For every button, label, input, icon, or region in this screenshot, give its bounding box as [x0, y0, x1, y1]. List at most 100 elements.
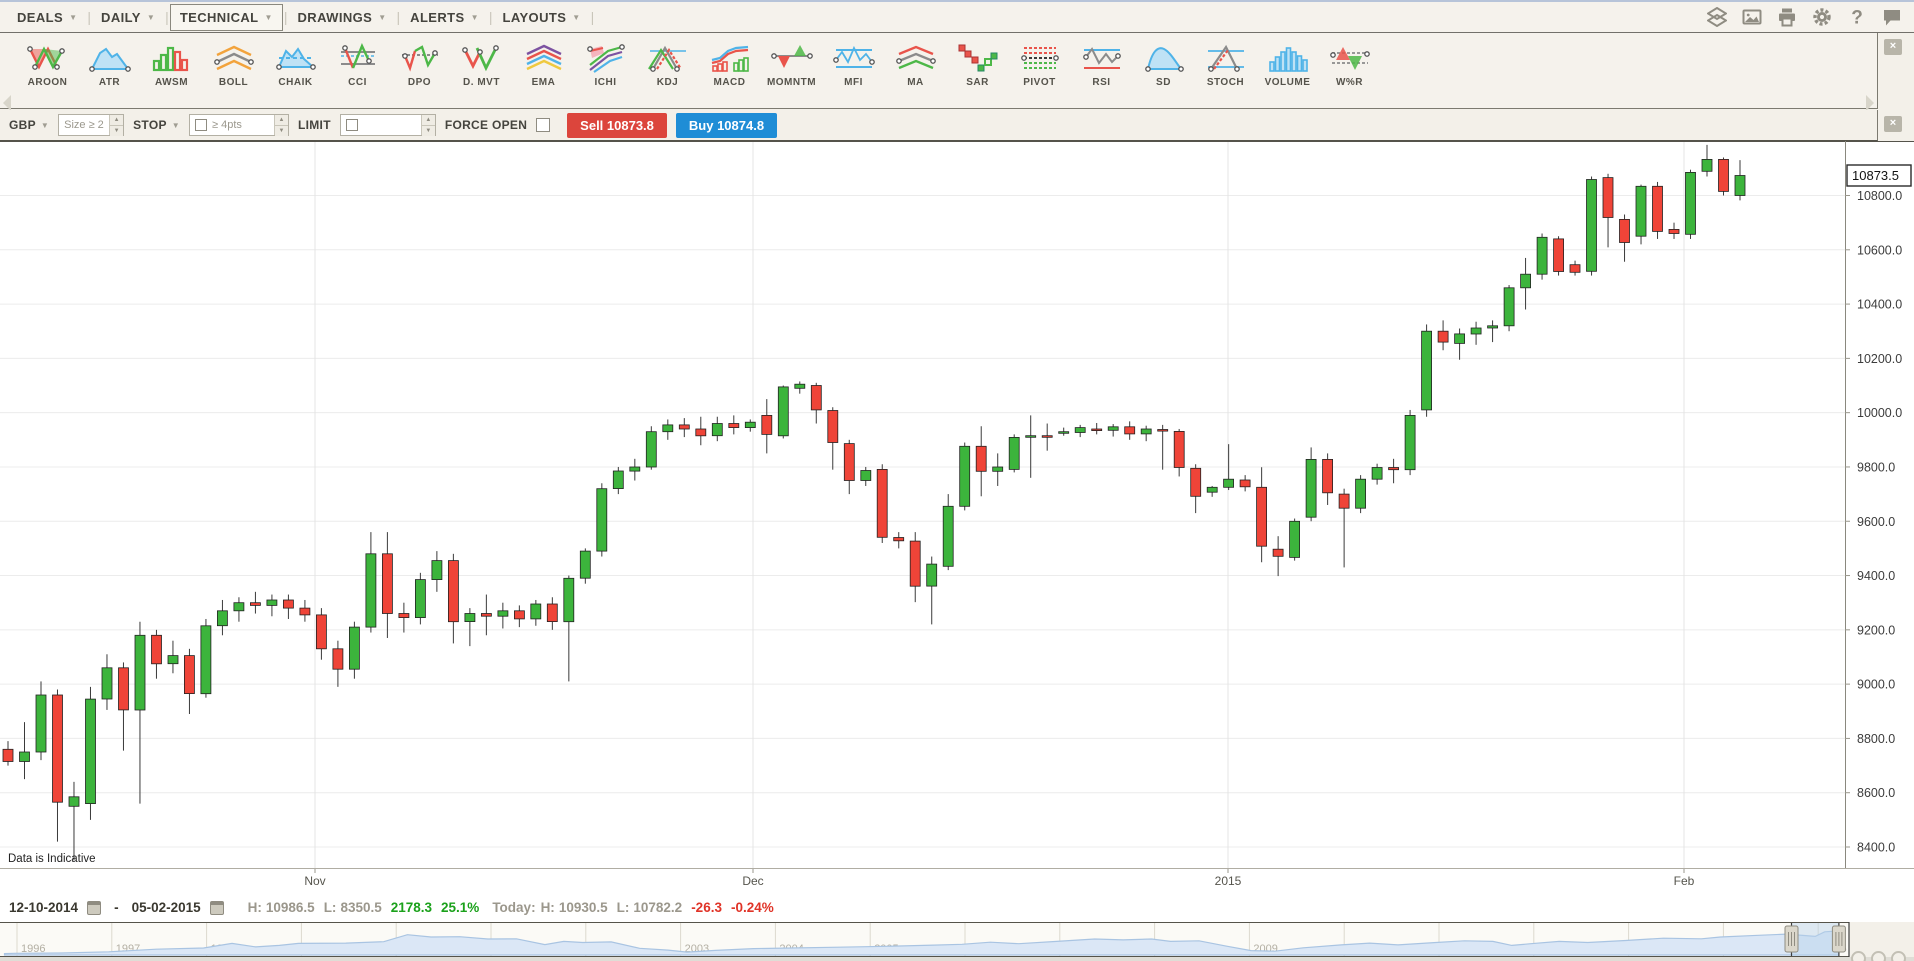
svg-text:10873.5: 10873.5	[1852, 168, 1899, 183]
help-icon[interactable]: ?	[1847, 7, 1867, 28]
indicator-kdj[interactable]: KDJ	[640, 41, 695, 88]
indicator-ema[interactable]: EMA	[516, 41, 571, 88]
calendar-icon[interactable]	[87, 900, 102, 915]
candle	[926, 563, 938, 587]
candle	[1388, 467, 1399, 471]
indicator-volume[interactable]: VOLUME	[1260, 41, 1315, 88]
indicator-ichi[interactable]: ICHI	[578, 41, 633, 88]
candle	[1322, 458, 1333, 494]
candle	[629, 466, 641, 472]
menu-item-drawings[interactable]: DRAWINGS ▼	[297, 9, 387, 25]
calendar-icon[interactable]	[209, 900, 224, 915]
today-low-label: L:	[616, 900, 630, 915]
size-input[interactable]: Size ≥ 2 ▲ ▼	[58, 114, 125, 136]
toolbar-scroll-right-icon[interactable]	[1866, 95, 1874, 111]
candle	[118, 667, 129, 711]
indicator-cci[interactable]: CCI	[330, 41, 385, 88]
indicator-toolbar: AROON ATR AWSM BOLL CHAIK CCI DPO D. MVT EMA ICHI…	[0, 33, 1878, 111]
cci-icon	[336, 41, 380, 73]
menu-item-technical[interactable]: TECHNICAL ▼	[169, 3, 283, 31]
candle	[68, 796, 80, 807]
deal-ticket-close-button[interactable]: ×	[1884, 116, 1902, 132]
indicator-aroon[interactable]: AROON	[20, 41, 75, 88]
print-icon[interactable]	[1777, 7, 1797, 27]
today-low-value: 10782.2	[633, 900, 683, 915]
indicator-pivot[interactable]: PIVOT	[1012, 41, 1067, 88]
price-chart[interactable]: Nov Dec 2015 Feb 10800.0 10600.0 10400.0 10200.…	[0, 141, 1914, 893]
stop-selector[interactable]: STOP ▼	[133, 118, 180, 132]
candle	[1520, 273, 1531, 289]
navigator-left-handle[interactable]	[1784, 925, 1799, 953]
instrument-selector[interactable]: GBP ▼	[9, 118, 49, 132]
kdj-icon	[646, 41, 690, 73]
layers-icon[interactable]	[1707, 7, 1727, 27]
macd-icon	[708, 41, 752, 73]
candle	[810, 385, 822, 411]
stop-stepper[interactable]: ▲ ▼	[274, 115, 288, 136]
dmvt-icon	[460, 41, 504, 73]
period-low-label: L:	[323, 900, 337, 915]
indicator-sar[interactable]: SAR	[950, 41, 1005, 88]
bottom-strip	[0, 957, 1914, 961]
feedback-icon[interactable]	[1882, 7, 1902, 27]
candle	[1652, 185, 1663, 232]
candle	[1503, 287, 1515, 327]
indicator-atr[interactable]: ATR	[82, 41, 137, 88]
limit-input[interactable]: ▲ ▼	[339, 114, 436, 136]
indicator-dmvt[interactable]: D. MVT	[454, 41, 509, 88]
stop-checkbox[interactable]	[195, 119, 207, 131]
force-open-checkbox[interactable]	[536, 118, 551, 132]
candle	[200, 625, 212, 695]
candle	[1107, 426, 1119, 431]
menu-item-alerts[interactable]: ALERTS ▼	[410, 9, 479, 25]
stoch-icon	[1204, 41, 1248, 73]
indicator-dpo[interactable]: DPO	[392, 41, 447, 88]
y-axis-label: 10200.0	[1857, 352, 1902, 366]
buy-button[interactable]: Buy 10874.8	[675, 112, 778, 138]
candle	[52, 694, 63, 803]
menu-item-daily[interactable]: DAILY ▼	[101, 9, 156, 25]
limit-stepper[interactable]: ▲ ▼	[420, 115, 435, 136]
limit-checkbox[interactable]	[345, 119, 358, 131]
indicator-ma[interactable]: MA	[888, 41, 943, 88]
grid-vertical: Nov Dec 2015 Feb	[304, 141, 1695, 888]
menu-item-deals[interactable]: DEALS ▼	[17, 9, 78, 25]
size-stepper[interactable]: ▲ ▼	[109, 115, 124, 136]
indicator-macd[interactable]: MACD	[702, 41, 757, 88]
indicator-mfi[interactable]: MFI	[826, 41, 881, 88]
candle	[1437, 330, 1449, 343]
corner-control-icon[interactable]	[1851, 951, 1866, 961]
menu-separator: |	[283, 9, 288, 25]
x-axis-label: 2015	[1215, 874, 1242, 888]
settings-icon[interactable]	[1812, 7, 1832, 27]
corner-control-icon[interactable]	[1871, 951, 1886, 961]
candle	[1619, 219, 1630, 243]
today-change-pct: -0.24%	[730, 900, 774, 915]
stop-input[interactable]: ≥ 4pts ▲ ▼	[189, 114, 289, 136]
indicator-wpr[interactable]: W%R	[1322, 41, 1377, 88]
navigator-selection[interactable]	[1791, 922, 1839, 957]
candle	[843, 443, 855, 481]
image-icon[interactable]	[1742, 7, 1762, 27]
indicator-sd[interactable]: SD	[1136, 41, 1191, 88]
navigator-right-handle[interactable]	[1831, 925, 1846, 953]
sell-button[interactable]: Sell 10873.8	[567, 112, 667, 138]
candle	[876, 468, 888, 538]
date-from: 12-10-2014	[9, 900, 79, 915]
today-label: Today:	[492, 900, 536, 915]
indicator-rsi[interactable]: RSI	[1074, 41, 1129, 88]
y-axis-label: 8800.0	[1857, 732, 1895, 746]
indicator-stoch[interactable]: STOCH	[1198, 41, 1253, 88]
toolbar-close-button[interactable]: ×	[1884, 39, 1902, 55]
candle	[1487, 325, 1498, 329]
indicator-boll[interactable]: BOLL	[206, 41, 261, 88]
corner-control-icon[interactable]	[1891, 951, 1906, 961]
indicator-chaik[interactable]: CHAIK	[268, 41, 323, 88]
indicator-awsm[interactable]: AWSM	[144, 41, 199, 88]
history-navigator[interactable]: 1996199719981999200020012002200320042005…	[0, 922, 1914, 957]
menu-item-layouts[interactable]: LAYOUTS ▼	[502, 9, 581, 25]
toolbar-scroll-left-icon[interactable]	[3, 95, 11, 111]
indicator-momntm[interactable]: MOMNTM	[764, 41, 819, 88]
candle	[1008, 436, 1020, 470]
candle	[645, 431, 657, 468]
